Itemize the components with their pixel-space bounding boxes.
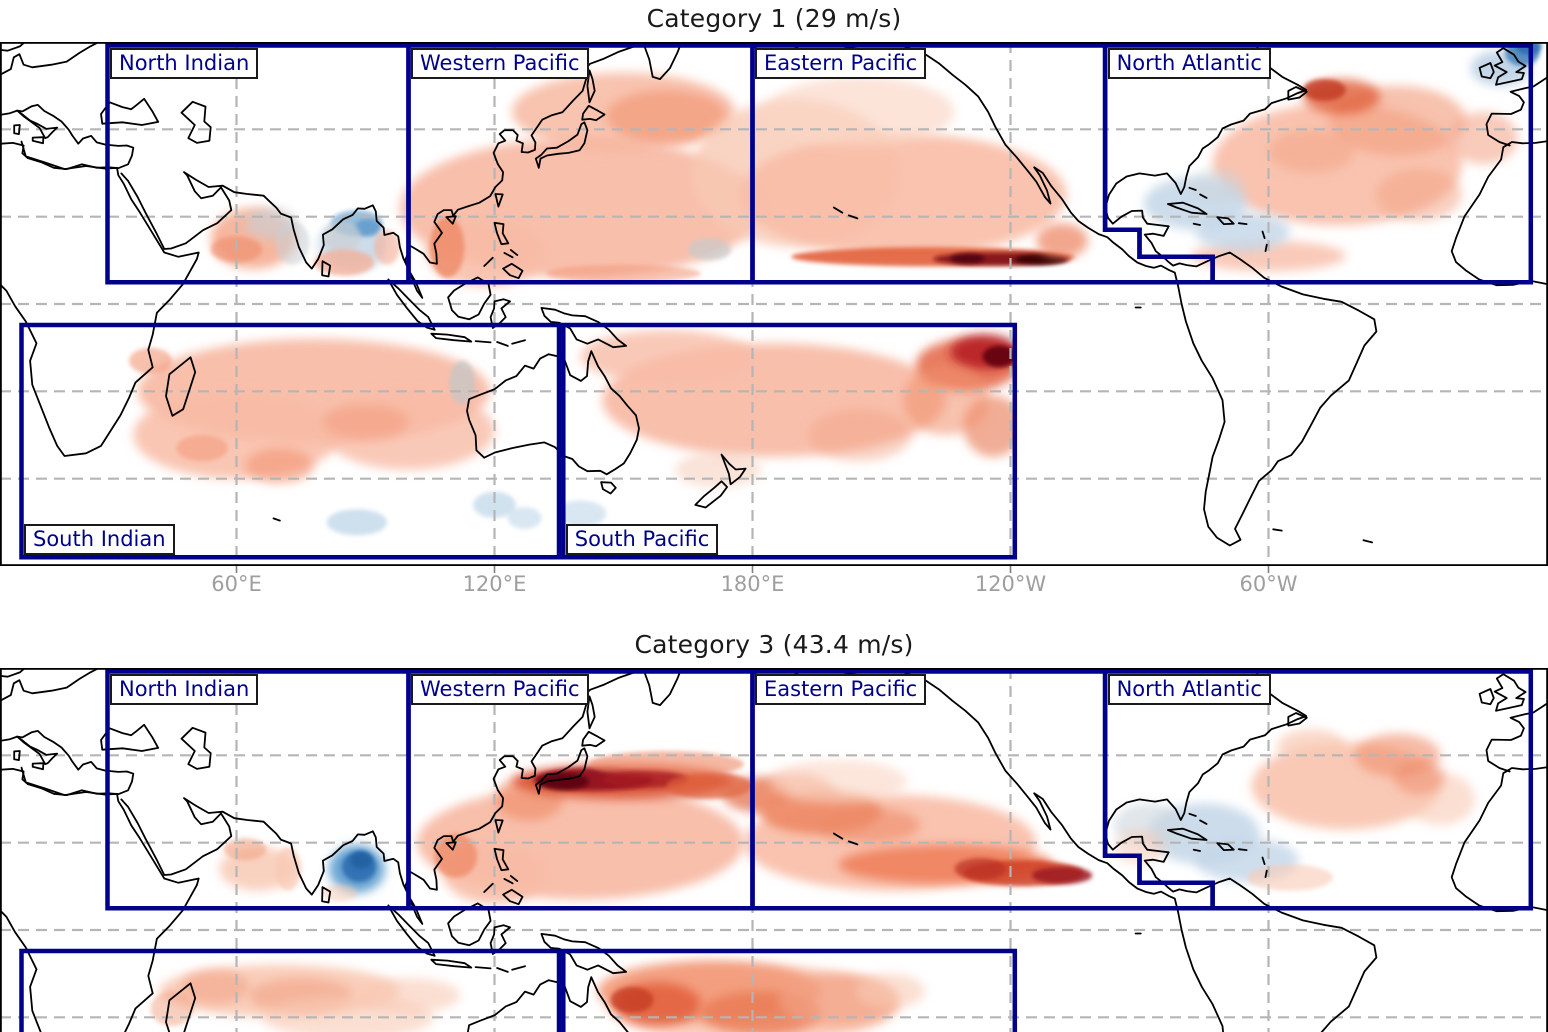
basin-label-south-pacific: South Pacific: [565, 523, 719, 555]
basin-label-north-atlantic: North Atlantic: [1107, 673, 1271, 705]
x-tick-label-60E: 60°E: [211, 572, 262, 596]
x-tick-label-120E: 120°E: [462, 572, 527, 596]
basin-label-south-indian: South Indian: [24, 523, 175, 555]
grid-layer: [0, 42, 1548, 566]
map-category-1: North Indian Western Pacific Eastern Pacif…: [0, 42, 1548, 582]
map-category-3: North Indian Western Pacific Eastern Pacif…: [0, 668, 1548, 1032]
basin-box-north-atlantic: [1102, 669, 1534, 911]
coastline-layer: [0, 668, 1548, 1032]
x-tick-label-180E: 180°E: [720, 572, 785, 596]
map-layers: [0, 42, 1548, 566]
basin-boxes-layer: [19, 669, 1534, 1032]
basin-label-eastern-pacific: Eastern Pacific: [755, 47, 927, 79]
coastline-layer: [0, 42, 1548, 547]
basin-label-eastern-pacific: Eastern Pacific: [755, 673, 927, 705]
basin-box-south-pacific: [561, 948, 1018, 1032]
heatmap-layer: [129, 42, 1542, 536]
map-layers: [0, 668, 1548, 1032]
basin-box-south-indian: [19, 948, 562, 1032]
basin-label-north-atlantic: North Atlantic: [1107, 47, 1271, 79]
basin-label-western-pacific: Western Pacific: [411, 47, 589, 79]
basin-boxes-layer: [19, 43, 1534, 560]
map-canvas-0: [0, 42, 1548, 573]
x-tick-label-60W: 60°W: [1239, 572, 1298, 596]
panel-title-category-1: Category 1 (29 m/s): [646, 4, 902, 33]
basin-label-north-indian: North Indian: [110, 673, 259, 705]
basin-box-north-atlantic: [1102, 43, 1534, 285]
basin-box-south-indian: [19, 322, 562, 560]
basin-label-western-pacific: Western Pacific: [411, 673, 589, 705]
x-axis-ticks: [235, 566, 1270, 573]
map-canvas-1: [0, 668, 1548, 1032]
heatmap-layer: [150, 729, 1475, 1032]
basin-box-south-pacific: [561, 322, 1018, 560]
x-tick-label-120W: 120°W: [974, 572, 1047, 596]
basin-label-north-indian: North Indian: [110, 47, 259, 79]
panel-title-category-3: Category 3 (43.4 m/s): [634, 630, 914, 659]
